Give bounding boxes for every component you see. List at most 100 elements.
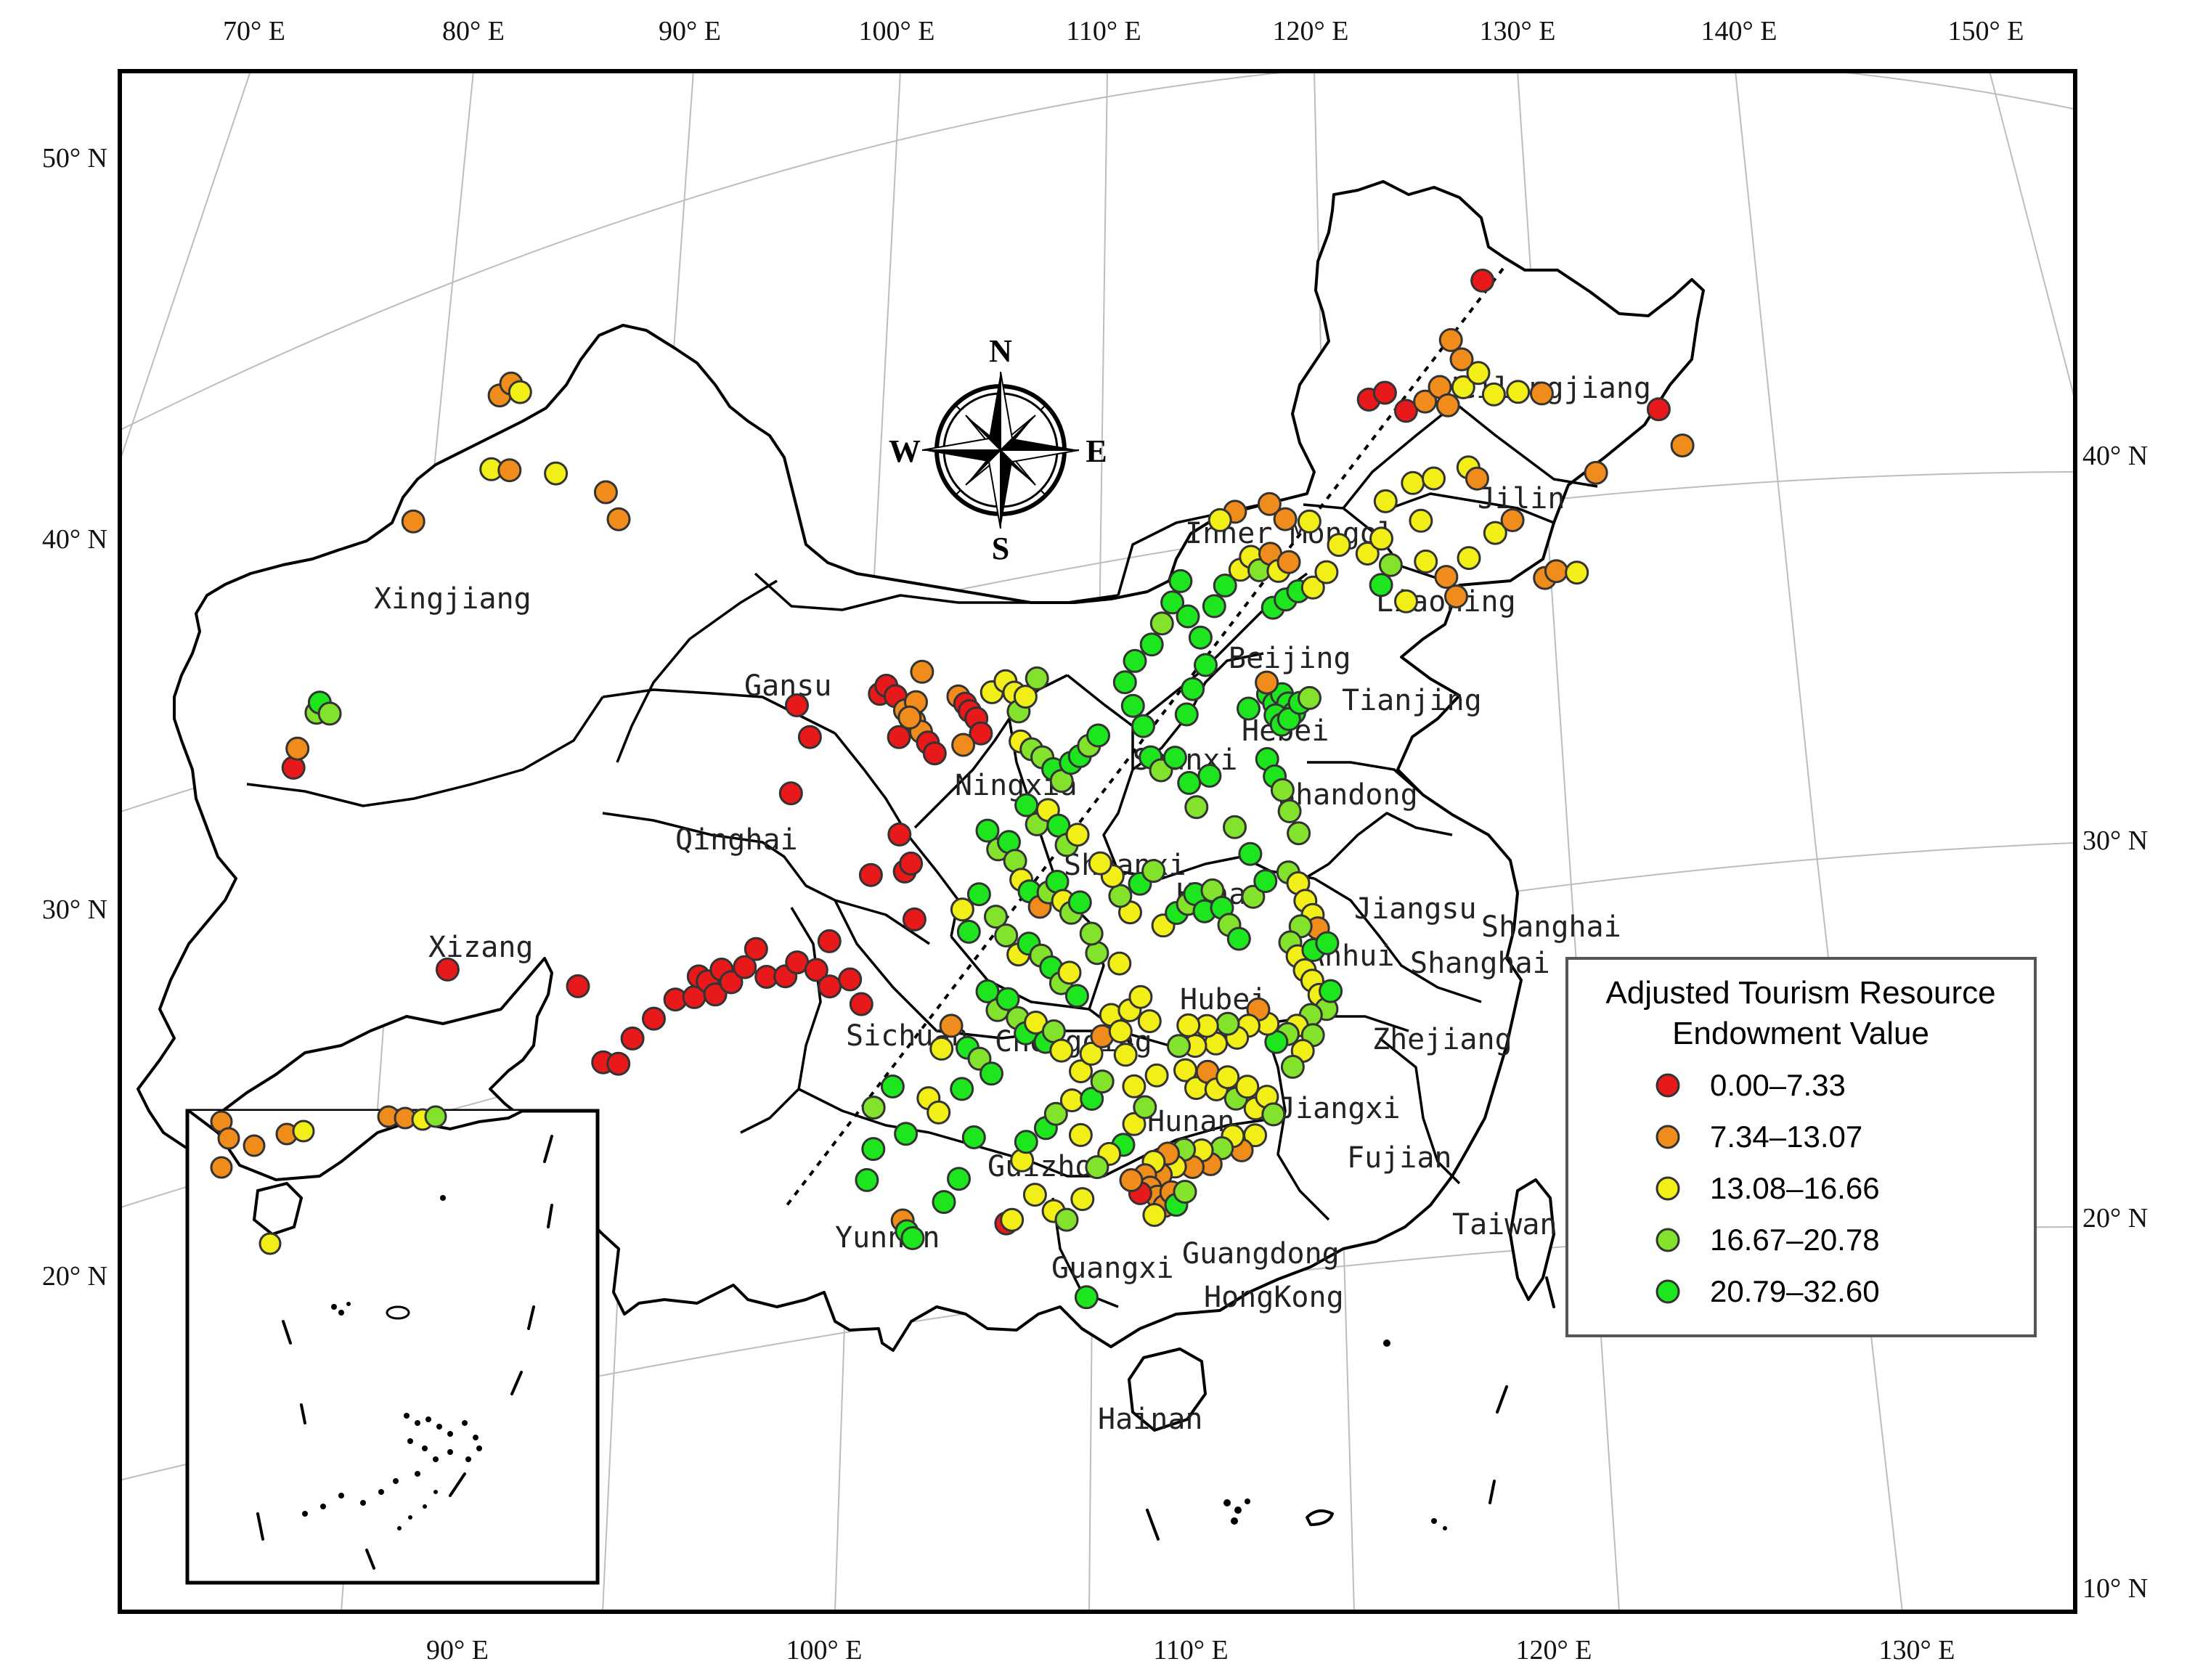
site-marker — [880, 1075, 905, 1098]
site-marker — [1544, 559, 1568, 584]
top-lng-label: 150° E — [1948, 16, 2024, 46]
compass-s: S — [992, 531, 1009, 566]
site-marker — [1122, 1074, 1147, 1098]
province-label: Hainan — [1098, 1403, 1203, 1436]
top-lng-label: 140° E — [1701, 16, 1777, 46]
site-marker — [1238, 841, 1263, 866]
site-marker — [1241, 884, 1266, 909]
site-marker — [861, 1137, 886, 1162]
site-marker — [1483, 521, 1507, 545]
legend: Adjusted Tourism Resource Endowment Valu… — [1565, 957, 2037, 1337]
site-marker — [1277, 799, 1302, 823]
site-marker — [281, 755, 306, 780]
inset-coast — [187, 1109, 524, 1182]
site-marker — [620, 1026, 645, 1051]
top-lng-label: 130° E — [1480, 16, 1556, 46]
site-marker — [804, 958, 828, 982]
site-marker — [1065, 823, 1090, 847]
site-marker — [1142, 1203, 1167, 1227]
legend-swatch — [1655, 1125, 1680, 1149]
site-marker — [1465, 466, 1489, 491]
legend-box — [1565, 957, 2037, 1337]
site-marker — [984, 905, 1008, 929]
legend-swatch — [1655, 1228, 1680, 1252]
site-marker — [1059, 1088, 1084, 1113]
site-marker — [1144, 1063, 1169, 1088]
site-marker — [1014, 1130, 1038, 1154]
site-marker — [817, 929, 842, 953]
province-labels: Heilongjiang Jilin Inner Mongol Liaoning… — [374, 372, 1651, 1436]
inset-nine-dash-line — [256, 1135, 553, 1570]
site-marker — [1314, 560, 1339, 584]
site-marker — [1378, 552, 1403, 577]
site-marker — [1080, 1087, 1104, 1111]
legend-item: 7.34–13.07 — [1655, 1120, 1862, 1154]
site-marker — [744, 937, 768, 961]
top-longitude-labels: 70° E 80° E 90° E 100° E 110° E 120° E 1… — [223, 16, 2024, 46]
bottom-lng-label: 110° E — [1153, 1635, 1229, 1665]
province-label: Jilin — [1478, 482, 1565, 515]
site-marker — [1394, 589, 1418, 613]
site-marker — [1207, 507, 1232, 532]
site-marker — [1197, 764, 1222, 788]
left-lat-label: 50° N — [42, 143, 107, 174]
top-lng-label: 80° E — [442, 16, 505, 46]
site-marker — [1298, 685, 1321, 710]
site-marker — [1173, 1180, 1197, 1204]
site-marker — [566, 974, 590, 998]
site-marker — [1237, 696, 1261, 721]
province-label: Shaanxi — [1064, 849, 1186, 882]
site-marker — [1025, 666, 1049, 690]
site-marker — [969, 721, 993, 746]
top-lng-label: 100° E — [859, 16, 935, 46]
site-marker — [1120, 693, 1145, 718]
tourism-sites — [281, 269, 1695, 1310]
site-marker — [1184, 795, 1209, 820]
site-marker — [606, 507, 631, 531]
site-marker — [975, 818, 1000, 843]
province-label: Jiangxi — [1278, 1092, 1401, 1125]
site-marker — [947, 1167, 971, 1191]
site-marker — [1409, 508, 1433, 533]
site-marker — [1422, 466, 1446, 491]
left-lat-label: 30° N — [42, 894, 107, 925]
inset-frame — [185, 1109, 600, 1585]
inset-sites — [210, 1105, 447, 1255]
site-marker — [1438, 327, 1463, 352]
right-lat-label: 30° N — [2082, 825, 2148, 856]
right-lat-label: 10° N — [2082, 1573, 2148, 1604]
province-label: Hunan — [1147, 1105, 1234, 1138]
bottom-lng-label: 130° E — [1879, 1635, 1955, 1665]
province-label: Shandong — [1278, 778, 1418, 812]
site-marker — [1213, 574, 1237, 598]
province-label: Gansu — [744, 669, 831, 703]
site-marker — [932, 1190, 956, 1215]
site-marker — [1449, 347, 1474, 372]
site-marker — [703, 982, 728, 1007]
site-marker — [1079, 921, 1104, 946]
site-marker — [1276, 706, 1301, 731]
site-marker — [1670, 433, 1695, 458]
site-marker — [1434, 565, 1459, 590]
site-marker — [1123, 648, 1147, 673]
site-marker — [1079, 1041, 1104, 1066]
bottom-longitude-labels: 90° E 100° E 110° E 120° E 130° E — [426, 1635, 1955, 1665]
legend-item: 20.79–32.60 — [1655, 1274, 1880, 1308]
map-frame — [118, 69, 2077, 1614]
site-marker — [497, 458, 522, 483]
site-marker — [1255, 670, 1279, 695]
site-marker — [1300, 575, 1325, 600]
site-marker — [1177, 770, 1202, 795]
site-marker — [1500, 508, 1525, 532]
province-label: Shanghai — [1410, 947, 1550, 980]
site-marker — [1149, 611, 1174, 636]
site-marker — [1112, 670, 1137, 695]
site-marker — [778, 781, 803, 806]
site-marker — [1276, 550, 1301, 574]
compass-w: W — [889, 433, 921, 469]
site-marker — [1137, 1009, 1162, 1034]
site-marker — [922, 741, 947, 766]
left-lat-label: 40° N — [42, 524, 107, 555]
site-marker — [1162, 746, 1187, 770]
legend-item: 0.00–7.33 — [1655, 1068, 1846, 1102]
